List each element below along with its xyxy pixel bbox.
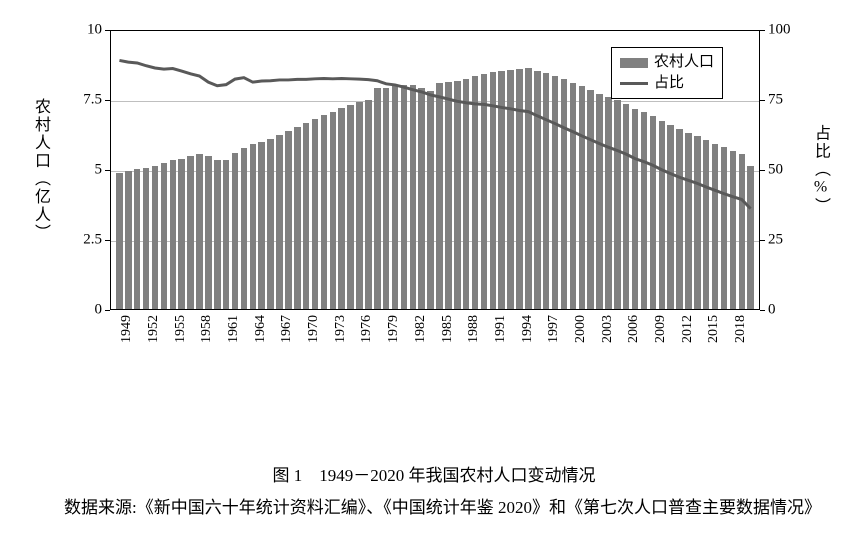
y-left-tick: 7.5	[83, 92, 102, 109]
legend-item-bars: 农村人口	[620, 52, 714, 73]
y-left-tick: 2.5	[83, 232, 102, 249]
source-text: 《新中国六十年统计资料汇编》、《中国统计年鉴 2020》和《第七次人口普查主要数…	[137, 498, 821, 517]
legend-swatch-line	[620, 82, 648, 85]
y-right-tick: 50	[768, 162, 783, 179]
y-right-tick: 0	[768, 302, 776, 319]
legend-swatch-bar	[620, 58, 648, 68]
y-right-tick: 75	[768, 92, 783, 109]
y-left-tick: 0	[95, 302, 103, 319]
legend-item-line: 占比	[620, 73, 714, 94]
legend-label-line: 占比	[654, 73, 684, 94]
y-axis-right-title: 占比（%）	[808, 125, 832, 216]
legend-label-bars: 农村人口	[654, 52, 714, 73]
figure-label: 图 1	[273, 466, 303, 485]
y-axis-left-title: 农村人口（亿人）	[28, 98, 52, 242]
data-source: 数据来源:《新中国六十年统计资料汇编》、《中国统计年鉴 2020》和《第七次人口…	[20, 492, 848, 524]
plot-area: 1949195219551958196119641967197019731976…	[110, 30, 760, 310]
y-right-tick: 100	[768, 22, 791, 39]
legend: 农村人口 占比	[611, 47, 723, 99]
chart-container: 1949195219551958196119641967197019731976…	[20, 20, 848, 400]
source-prefix: 数据来源:	[64, 498, 137, 517]
y-right-tick: 25	[768, 232, 783, 249]
y-left-tick: 5	[95, 162, 103, 179]
x-axis-labels: 1949195219551958196119641967197019731976…	[111, 309, 759, 359]
figure-caption: 图 1 1949－2020 年我国农村人口变动情况	[20, 460, 848, 492]
figure-title: 1949－2020 年我国农村人口变动情况	[319, 466, 595, 485]
y-left-tick: 10	[87, 22, 102, 39]
